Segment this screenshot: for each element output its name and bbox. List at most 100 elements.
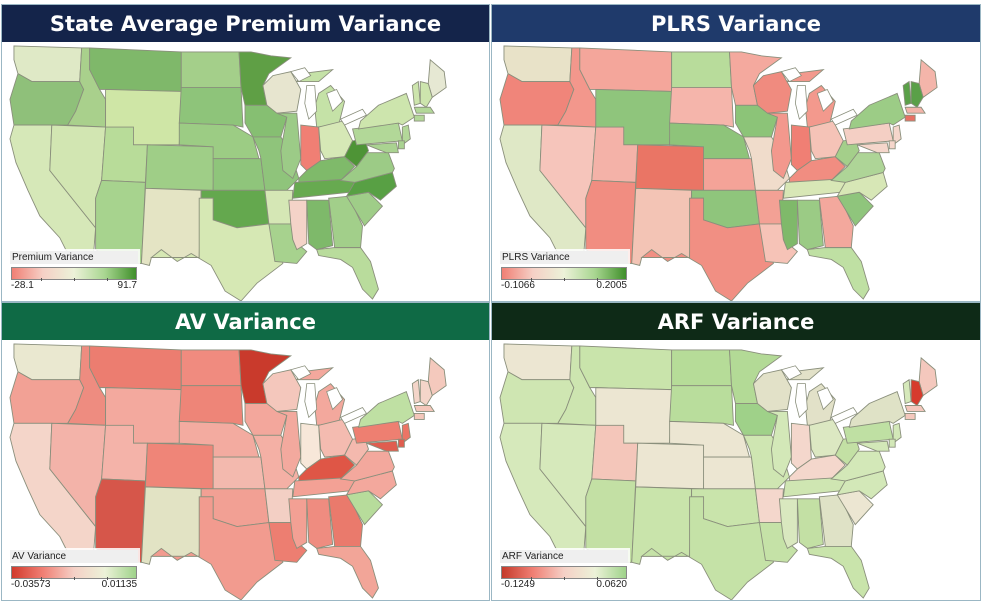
state-sd[interactable]: [178, 87, 244, 128]
state-nd[interactable]: [671, 51, 732, 88]
state-co[interactable]: [635, 442, 707, 490]
state-mt[interactable]: [579, 47, 673, 92]
state-ks[interactable]: [703, 158, 756, 191]
state-ks[interactable]: [212, 158, 266, 191]
state-mt[interactable]: [579, 345, 673, 391]
state-md[interactable]: [857, 440, 890, 452]
state-ma[interactable]: [413, 106, 436, 114]
state-md[interactable]: [857, 142, 890, 154]
state-wi[interactable]: [262, 369, 302, 412]
state-nd[interactable]: [671, 349, 732, 387]
state-sd[interactable]: [669, 87, 734, 128]
state-de[interactable]: [888, 140, 896, 150]
legend-title: AV Variance: [10, 550, 138, 563]
state-ct[interactable]: [413, 114, 425, 122]
state-wi[interactable]: [752, 71, 792, 114]
state-de[interactable]: [397, 140, 405, 150]
lake-huron: [816, 88, 834, 112]
state-nj[interactable]: [892, 124, 902, 146]
state-vt[interactable]: [902, 378, 912, 405]
lake-erie: [830, 406, 858, 424]
state-ny[interactable]: [848, 92, 906, 130]
state-nd[interactable]: [180, 349, 242, 387]
state-mn[interactable]: [238, 349, 293, 404]
state-il[interactable]: [767, 112, 792, 180]
state-me[interactable]: [918, 58, 938, 99]
state-ar[interactable]: [264, 488, 294, 524]
state-fl[interactable]: [806, 545, 870, 599]
state-fl[interactable]: [316, 247, 379, 300]
state-wa[interactable]: [503, 45, 573, 82]
state-ny[interactable]: [357, 92, 415, 130]
state-vt[interactable]: [411, 80, 421, 106]
state-ma[interactable]: [904, 106, 926, 114]
state-wa[interactable]: [503, 343, 573, 381]
state-ct[interactable]: [904, 114, 916, 122]
state-sd[interactable]: [669, 385, 734, 426]
state-tx[interactable]: [150, 496, 284, 600]
state-ks[interactable]: [212, 456, 266, 490]
state-fl[interactable]: [806, 247, 870, 300]
state-wi[interactable]: [262, 71, 302, 114]
state-mn[interactable]: [729, 349, 783, 404]
state-mt[interactable]: [89, 47, 182, 92]
state-mn[interactable]: [729, 51, 783, 106]
state-al[interactable]: [306, 199, 334, 251]
state-de[interactable]: [888, 438, 896, 448]
state-tx[interactable]: [640, 496, 774, 600]
state-al[interactable]: [796, 498, 824, 549]
state-nh[interactable]: [910, 379, 924, 407]
panel-title: ARF Variance: [492, 303, 980, 340]
state-mn[interactable]: [238, 51, 293, 106]
state-nj[interactable]: [401, 124, 411, 146]
state-il[interactable]: [767, 411, 792, 478]
state-wa[interactable]: [13, 45, 83, 82]
state-il[interactable]: [276, 112, 302, 180]
state-de[interactable]: [397, 438, 405, 448]
state-fl[interactable]: [316, 545, 379, 599]
state-md[interactable]: [366, 142, 399, 154]
state-co[interactable]: [635, 144, 707, 191]
state-ma[interactable]: [904, 405, 926, 412]
state-tx[interactable]: [640, 197, 774, 301]
lake-superior: [780, 365, 802, 381]
state-nd[interactable]: [180, 51, 242, 88]
panel-title: AV Variance: [2, 303, 489, 340]
legend-max-label: 0.0620: [596, 579, 627, 590]
state-ct[interactable]: [413, 412, 425, 420]
state-nh[interactable]: [419, 80, 433, 108]
state-il[interactable]: [276, 411, 302, 478]
us-states-svg: [499, 343, 938, 600]
state-me[interactable]: [918, 356, 938, 397]
state-ma[interactable]: [413, 405, 436, 412]
state-ct[interactable]: [904, 412, 916, 420]
state-sd[interactable]: [178, 385, 244, 426]
state-me[interactable]: [427, 58, 447, 99]
state-nh[interactable]: [910, 80, 924, 108]
us-states-svg: [9, 45, 447, 301]
state-vt[interactable]: [411, 378, 421, 405]
state-nh[interactable]: [419, 379, 433, 407]
state-mt[interactable]: [89, 345, 182, 391]
state-nj[interactable]: [892, 422, 902, 445]
state-ny[interactable]: [357, 391, 415, 428]
state-al[interactable]: [796, 199, 824, 251]
state-ar[interactable]: [754, 189, 784, 225]
state-tx[interactable]: [150, 197, 284, 301]
us-map: [492, 340, 980, 600]
state-wa[interactable]: [13, 343, 83, 381]
state-ny[interactable]: [848, 391, 906, 428]
state-al[interactable]: [306, 498, 334, 549]
state-ar[interactable]: [264, 189, 294, 225]
state-ks[interactable]: [703, 456, 756, 490]
state-ar[interactable]: [754, 488, 784, 524]
legend-min-label: -0.03573: [11, 579, 51, 590]
us-states-svg: [9, 343, 447, 600]
state-co[interactable]: [144, 144, 216, 191]
state-nj[interactable]: [401, 422, 411, 445]
state-md[interactable]: [366, 440, 399, 452]
state-co[interactable]: [144, 442, 216, 490]
state-me[interactable]: [427, 356, 447, 397]
state-wi[interactable]: [752, 369, 792, 412]
state-vt[interactable]: [902, 80, 912, 106]
